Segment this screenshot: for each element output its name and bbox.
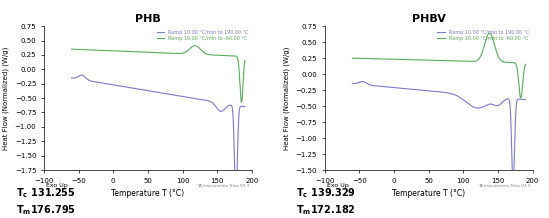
Text: $\mathbf{T_m}$176.795: $\mathbf{T_m}$176.795 <box>16 204 76 217</box>
Y-axis label: Heat Flow (Normalized) (W/g): Heat Flow (Normalized) (W/g) <box>283 46 290 150</box>
X-axis label: Temperature T (°C): Temperature T (°C) <box>392 189 465 198</box>
Title: PHBV: PHBV <box>412 14 445 24</box>
Legend: Ramp 10.00 °C/min to 190.00 °C, Ramp 10.00 °C/min to -60.00 °C: Ramp 10.00 °C/min to 190.00 °C, Ramp 10.… <box>156 29 249 41</box>
Legend: Ramp 10.00 °C/min to 190.00 °C, Ramp 10.00 °C/min to -60.00 °C: Ramp 10.00 °C/min to 190.00 °C, Ramp 10.… <box>436 29 530 41</box>
Title: PHB: PHB <box>135 14 161 24</box>
X-axis label: Temperature T (°C): Temperature T (°C) <box>111 189 184 198</box>
Text: TA Instruments Trios V3.3: TA Instruments Trios V3.3 <box>478 184 530 188</box>
Text: Exo Up: Exo Up <box>327 183 349 188</box>
Text: TA Instruments Trios V3.3: TA Instruments Trios V3.3 <box>198 184 250 188</box>
Text: Exo Up: Exo Up <box>46 183 68 188</box>
Text: $\mathbf{T_m}$172.182: $\mathbf{T_m}$172.182 <box>296 204 356 217</box>
Text: $\mathbf{T_c}$ 139.329: $\mathbf{T_c}$ 139.329 <box>296 186 356 200</box>
Y-axis label: Heat Flow (Normalized) (W/g): Heat Flow (Normalized) (W/g) <box>3 46 9 150</box>
Text: $\mathbf{T_c}$ 131.255: $\mathbf{T_c}$ 131.255 <box>16 186 76 200</box>
